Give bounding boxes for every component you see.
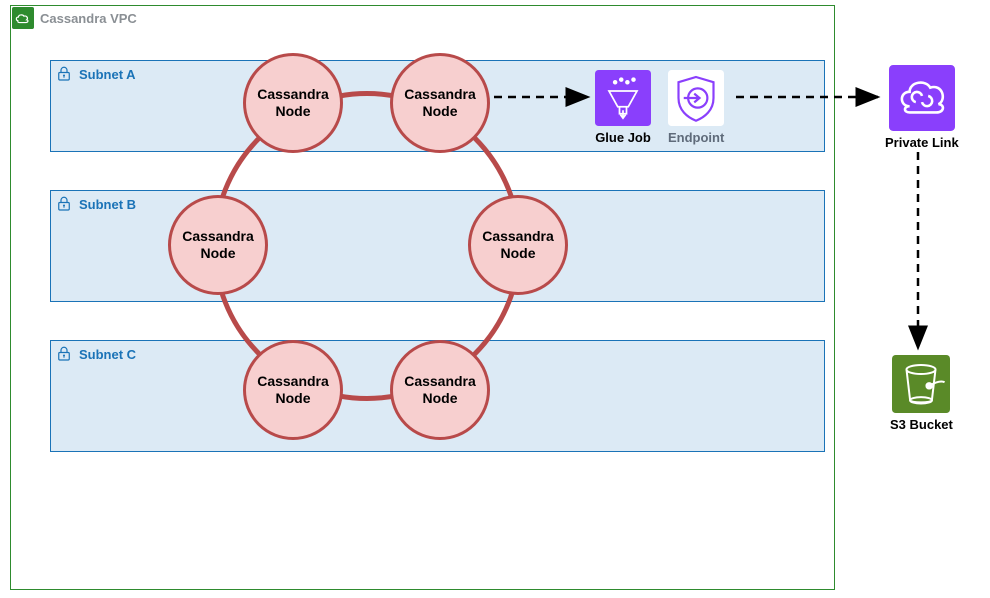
node-label-line2: Node: [423, 390, 458, 407]
subnet-header: Subnet B: [55, 195, 136, 213]
glue-label: Glue Job: [595, 130, 651, 145]
subnet-header: Subnet C: [55, 345, 136, 363]
lock-icon: [55, 345, 73, 363]
endpoint-service: Endpoint: [668, 70, 724, 145]
node-label-line1: Cassandra: [482, 228, 554, 245]
node-label-line2: Node: [423, 103, 458, 120]
subnet-label: Subnet A: [79, 67, 136, 82]
cassandra-node: CassandraNode: [390, 340, 490, 440]
s3-icon: [892, 355, 950, 413]
node-label-line1: Cassandra: [404, 373, 476, 390]
cassandra-node: CassandraNode: [243, 53, 343, 153]
endpoint-icon: [668, 70, 724, 126]
cassandra-node: CassandraNode: [168, 195, 268, 295]
node-label-line2: Node: [276, 103, 311, 120]
glue-icon: [595, 70, 651, 126]
subnet-header: Subnet A: [55, 65, 136, 83]
cassandra-node: CassandraNode: [468, 195, 568, 295]
cassandra-node: CassandraNode: [243, 340, 343, 440]
node-label-line1: Cassandra: [257, 86, 329, 103]
lock-icon: [55, 65, 73, 83]
subnet-label: Subnet B: [79, 197, 136, 212]
node-label-line1: Cassandra: [182, 228, 254, 245]
privatelink-label: Private Link: [885, 135, 959, 150]
glue-service: Glue Job: [595, 70, 651, 145]
s3-service: S3 Bucket: [890, 355, 953, 432]
privatelink-service: Private Link: [885, 65, 959, 150]
node-label-line2: Node: [501, 245, 536, 262]
node-label-line1: Cassandra: [404, 86, 476, 103]
lock-icon: [55, 195, 73, 213]
cassandra-node: CassandraNode: [390, 53, 490, 153]
vpc-label: Cassandra VPC: [40, 11, 137, 26]
subnet-label: Subnet C: [79, 347, 136, 362]
node-label-line1: Cassandra: [257, 373, 329, 390]
node-label-line2: Node: [201, 245, 236, 262]
vpc-header: Cassandra VPC: [10, 5, 145, 31]
s3-label: S3 Bucket: [890, 417, 953, 432]
endpoint-label: Endpoint: [668, 130, 724, 145]
node-label-line2: Node: [276, 390, 311, 407]
privatelink-icon: [889, 65, 955, 131]
cloud-vpc-icon: [12, 7, 34, 29]
